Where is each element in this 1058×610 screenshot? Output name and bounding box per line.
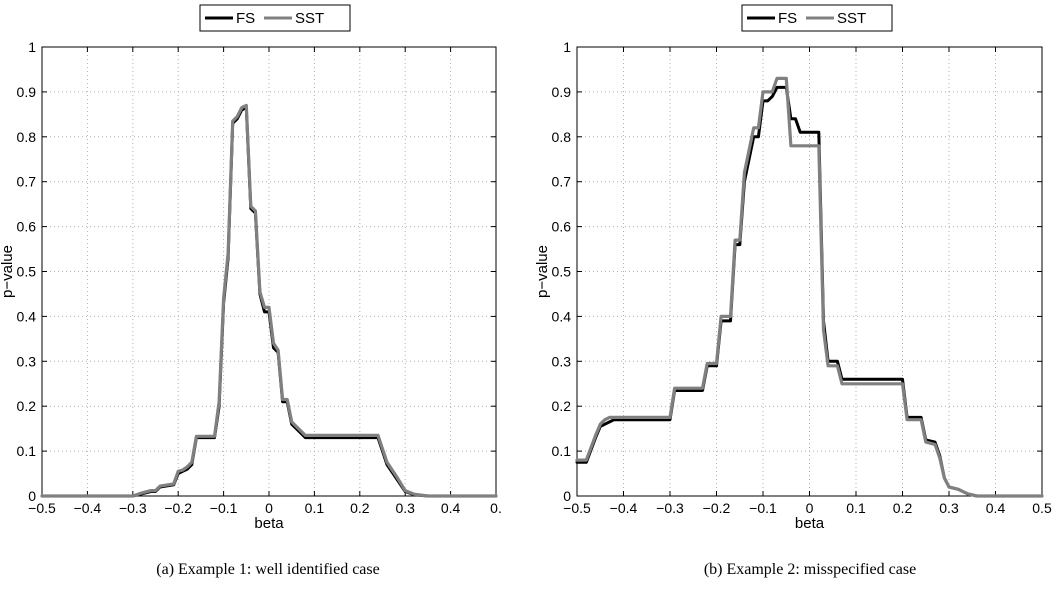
x-tick-label: 0.2: [893, 500, 913, 516]
chart-2: −0.5 −0.4 −0.3 −0.2 −0.1 0 0.1 0.2 0.3 0.4 0.5 0 0.1…: [534, 4, 1052, 578]
x-tick-label: 0.1: [846, 500, 866, 516]
x-tick-label: −0.2: [164, 500, 192, 516]
y-tick-label: 0: [563, 488, 571, 504]
legend-label-fs: FS: [778, 10, 797, 27]
y-tick-label: 0.4: [552, 308, 572, 324]
y-tick-label: 0.6: [552, 219, 572, 235]
x-tick-label: −0.3: [119, 500, 147, 516]
series-line-fs: [40, 106, 498, 498]
x-tick-label: 0.4: [441, 500, 461, 516]
y-tick-label: 0.9: [17, 84, 37, 100]
y-tick-label: 1: [563, 39, 571, 55]
x-tick-label: −0.5: [563, 500, 591, 516]
x-tick-label: −0.3: [656, 500, 684, 516]
y-tick-label: 0.7: [17, 174, 37, 190]
y-tick-label: 0.7: [552, 174, 572, 190]
x-tick-label: 0.3: [939, 500, 959, 516]
y-tick-label: 0.9: [552, 84, 572, 100]
x-tick-label: −0.1: [749, 500, 777, 516]
y-tick-label: 0.3: [17, 353, 37, 369]
x-tick-label: −0.1: [210, 500, 238, 516]
series-line-sst: [40, 103, 498, 498]
y-axis-label: p−value: [0, 245, 16, 298]
y-tick-label: 0.3: [552, 353, 572, 369]
x-tick-label: −0.5: [28, 500, 56, 516]
figure-caption: (b) Example 2: misspecified case: [704, 561, 916, 578]
y-tick-label: 0.5: [552, 264, 572, 280]
x-axis-label: beta: [795, 515, 825, 532]
legend: FS SST: [199, 4, 351, 32]
legend-label-sst: SST: [837, 10, 866, 27]
x-tick-label: −0.2: [703, 500, 731, 516]
y-tick-label: 0.2: [552, 398, 572, 414]
y-tick-label: 0: [28, 488, 36, 504]
x-tick-label: −0.4: [610, 500, 638, 516]
figure-caption: (a) Example 1: well identified case: [156, 561, 379, 578]
y-tick-label: 0.6: [17, 219, 37, 235]
legend-label-fs: FS: [236, 10, 255, 27]
x-tick-label: 0.5: [1032, 500, 1052, 516]
chart-1: −0.5 −0.4 −0.3 −0.2 −0.1 0 0.1 0.2 0.3 0.4 0. 0 0.1 0…: [0, 4, 502, 578]
x-tick-label: 0: [265, 500, 273, 516]
y-tick-label: 0.1: [552, 443, 572, 459]
x-tick-label: 0.3: [395, 500, 415, 516]
x-tick-label: 0.2: [350, 500, 370, 516]
x-tick-label: 0: [806, 500, 814, 516]
legend: FS SST: [741, 4, 893, 32]
x-tick-label: −0.4: [74, 500, 102, 516]
y-axis-label: p−value: [534, 245, 551, 298]
y-tick-label: 0.1: [17, 443, 37, 459]
y-tick-label: 0.2: [17, 398, 37, 414]
y-tick-label: 0.8: [17, 129, 37, 145]
series-line-sst: [575, 76, 1044, 498]
x-axis-label: beta: [254, 515, 284, 532]
x-tick-label: 0.: [490, 500, 502, 516]
y-tick-label: 0.5: [17, 264, 37, 280]
x-tick-label: 0.1: [305, 500, 325, 516]
y-tick-label: 0.8: [552, 129, 572, 145]
y-tick-label: 0.4: [17, 308, 37, 324]
x-tick-label: 0.4: [986, 500, 1006, 516]
legend-label-sst: SST: [295, 10, 324, 27]
y-tick-label: 1: [28, 39, 36, 55]
